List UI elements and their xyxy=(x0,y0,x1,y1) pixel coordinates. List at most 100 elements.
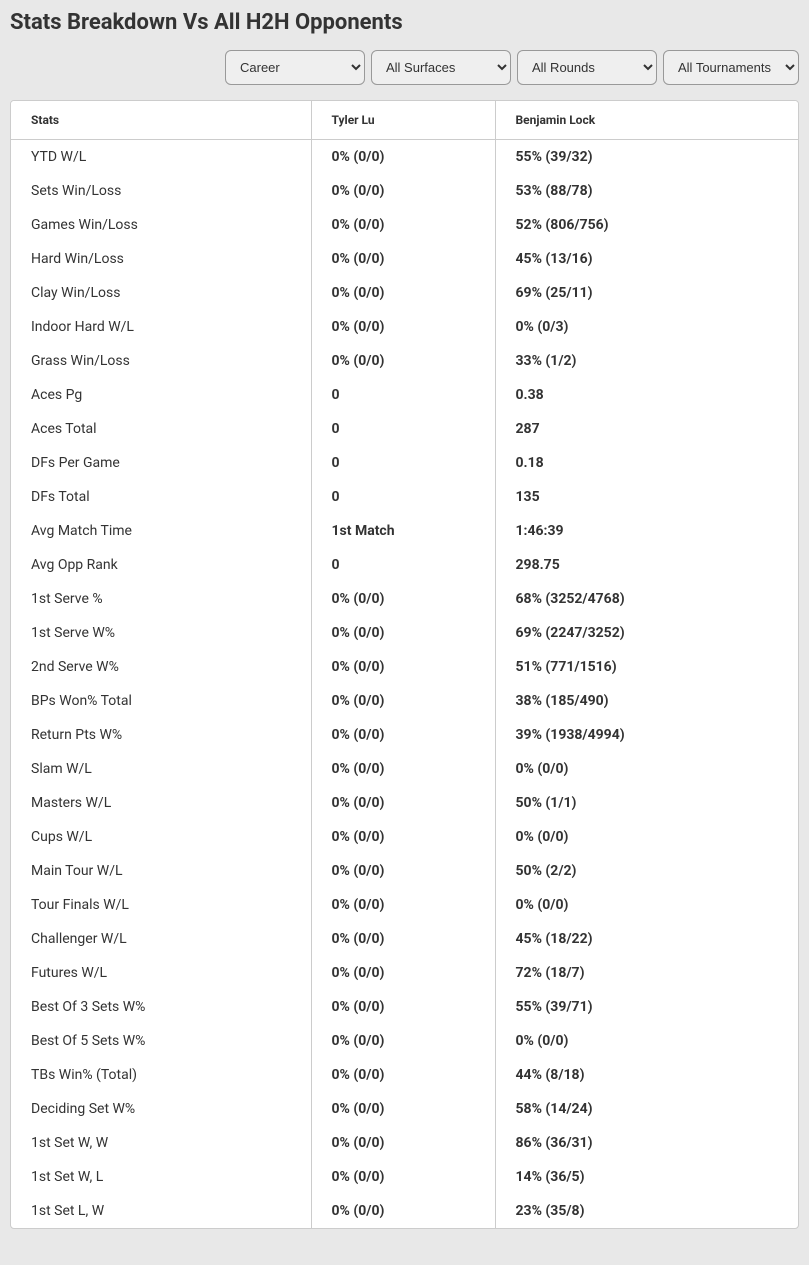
table-header-row: Stats Tyler Lu Benjamin Lock xyxy=(11,101,798,140)
player1-value: 0 xyxy=(311,446,495,480)
stat-label: Futures W/L xyxy=(11,956,311,990)
stat-label: Best Of 3 Sets W% xyxy=(11,990,311,1024)
table-row: Main Tour W/L0% (0/0)50% (2/2) xyxy=(11,854,798,888)
stat-label: 1st Serve W% xyxy=(11,616,311,650)
player1-value: 0% (0/0) xyxy=(311,616,495,650)
stats-table: Stats Tyler Lu Benjamin Lock YTD W/L0% (… xyxy=(11,101,798,1228)
table-row: DFs Total0135 xyxy=(11,480,798,514)
round-select[interactable]: All Rounds xyxy=(517,50,657,85)
stat-label: Aces Total xyxy=(11,412,311,446)
player1-value: 0% (0/0) xyxy=(311,310,495,344)
table-row: YTD W/L0% (0/0)55% (39/32) xyxy=(11,140,798,175)
stats-table-wrapper: Stats Tyler Lu Benjamin Lock YTD W/L0% (… xyxy=(10,100,799,1229)
table-row: Challenger W/L0% (0/0)45% (18/22) xyxy=(11,922,798,956)
stat-label: Avg Opp Rank xyxy=(11,548,311,582)
table-row: Deciding Set W%0% (0/0)58% (14/24) xyxy=(11,1092,798,1126)
player1-value: 1st Match xyxy=(311,514,495,548)
player1-value: 0% (0/0) xyxy=(311,582,495,616)
player1-value: 0% (0/0) xyxy=(311,650,495,684)
player2-value: 0% (0/0) xyxy=(495,752,798,786)
player2-value: 68% (3252/4768) xyxy=(495,582,798,616)
player2-value: 69% (2247/3252) xyxy=(495,616,798,650)
stat-label: Tour Finals W/L xyxy=(11,888,311,922)
player2-value: 14% (36/5) xyxy=(495,1160,798,1194)
player2-value: 135 xyxy=(495,480,798,514)
player1-value: 0% (0/0) xyxy=(311,820,495,854)
player1-value: 0% (0/0) xyxy=(311,208,495,242)
player2-value: 55% (39/71) xyxy=(495,990,798,1024)
player2-value: 53% (88/78) xyxy=(495,174,798,208)
stat-label: Deciding Set W% xyxy=(11,1092,311,1126)
player1-value: 0% (0/0) xyxy=(311,1160,495,1194)
player1-value: 0 xyxy=(311,480,495,514)
stat-label: Grass Win/Loss xyxy=(11,344,311,378)
table-row: 2nd Serve W%0% (0/0)51% (771/1516) xyxy=(11,650,798,684)
player2-value: 45% (13/16) xyxy=(495,242,798,276)
player2-value: 0% (0/0) xyxy=(495,820,798,854)
stat-label: BPs Won% Total xyxy=(11,684,311,718)
table-row: Tour Finals W/L0% (0/0)0% (0/0) xyxy=(11,888,798,922)
player2-value: 33% (1/2) xyxy=(495,344,798,378)
player1-value: 0% (0/0) xyxy=(311,1194,495,1228)
player2-value: 44% (8/18) xyxy=(495,1058,798,1092)
table-row: DFs Per Game00.18 xyxy=(11,446,798,480)
table-row: Sets Win/Loss0% (0/0)53% (88/78) xyxy=(11,174,798,208)
surface-select[interactable]: All Surfaces xyxy=(371,50,511,85)
player1-value: 0% (0/0) xyxy=(311,888,495,922)
table-row: 1st Serve W%0% (0/0)69% (2247/3252) xyxy=(11,616,798,650)
stat-label: Slam W/L xyxy=(11,752,311,786)
player1-value: 0% (0/0) xyxy=(311,1024,495,1058)
player1-value: 0 xyxy=(311,412,495,446)
stat-label: Hard Win/Loss xyxy=(11,242,311,276)
stat-label: Indoor Hard W/L xyxy=(11,310,311,344)
stat-label: DFs Per Game xyxy=(11,446,311,480)
column-header-stats: Stats xyxy=(11,101,311,140)
player1-value: 0% (0/0) xyxy=(311,242,495,276)
player2-value: 45% (18/22) xyxy=(495,922,798,956)
table-row: 1st Set L, W0% (0/0)23% (35/8) xyxy=(11,1194,798,1228)
player2-value: 0.18 xyxy=(495,446,798,480)
column-header-player2: Benjamin Lock xyxy=(495,101,798,140)
player2-value: 298.75 xyxy=(495,548,798,582)
period-select[interactable]: Career xyxy=(225,50,365,85)
player1-value: 0% (0/0) xyxy=(311,276,495,310)
player2-value: 0.38 xyxy=(495,378,798,412)
table-row: 1st Set W, W0% (0/0)86% (36/31) xyxy=(11,1126,798,1160)
player2-value: 23% (35/8) xyxy=(495,1194,798,1228)
table-row: Best Of 5 Sets W%0% (0/0)0% (0/0) xyxy=(11,1024,798,1058)
player2-value: 52% (806/756) xyxy=(495,208,798,242)
stat-label: 1st Set W, L xyxy=(11,1160,311,1194)
table-row: Avg Match Time1st Match1:46:39 xyxy=(11,514,798,548)
table-row: Slam W/L0% (0/0)0% (0/0) xyxy=(11,752,798,786)
player2-value: 38% (185/490) xyxy=(495,684,798,718)
table-row: Aces Total0287 xyxy=(11,412,798,446)
table-row: Best Of 3 Sets W%0% (0/0)55% (39/71) xyxy=(11,990,798,1024)
stat-label: Aces Pg xyxy=(11,378,311,412)
table-row: TBs Win% (Total)0% (0/0)44% (8/18) xyxy=(11,1058,798,1092)
stat-label: 1st Set W, W xyxy=(11,1126,311,1160)
stat-label: YTD W/L xyxy=(11,140,311,175)
page-title: Stats Breakdown Vs All H2H Opponents xyxy=(10,10,799,35)
player1-value: 0% (0/0) xyxy=(311,1092,495,1126)
player2-value: 86% (36/31) xyxy=(495,1126,798,1160)
table-row: Indoor Hard W/L0% (0/0)0% (0/3) xyxy=(11,310,798,344)
table-row: 1st Set W, L0% (0/0)14% (36/5) xyxy=(11,1160,798,1194)
table-row: Masters W/L0% (0/0)50% (1/1) xyxy=(11,786,798,820)
tournament-select[interactable]: All Tournaments xyxy=(663,50,799,85)
table-row: Clay Win/Loss0% (0/0)69% (25/11) xyxy=(11,276,798,310)
table-row: Futures W/L0% (0/0)72% (18/7) xyxy=(11,956,798,990)
table-row: Cups W/L0% (0/0)0% (0/0) xyxy=(11,820,798,854)
stat-label: Sets Win/Loss xyxy=(11,174,311,208)
stat-label: Avg Match Time xyxy=(11,514,311,548)
player1-value: 0% (0/0) xyxy=(311,922,495,956)
player2-value: 55% (39/32) xyxy=(495,140,798,175)
stat-label: Best Of 5 Sets W% xyxy=(11,1024,311,1058)
player2-value: 39% (1938/4994) xyxy=(495,718,798,752)
player2-value: 50% (2/2) xyxy=(495,854,798,888)
player1-value: 0% (0/0) xyxy=(311,956,495,990)
table-row: Hard Win/Loss0% (0/0)45% (13/16) xyxy=(11,242,798,276)
player2-value: 69% (25/11) xyxy=(495,276,798,310)
stat-label: Main Tour W/L xyxy=(11,854,311,888)
stat-label: Masters W/L xyxy=(11,786,311,820)
player1-value: 0 xyxy=(311,548,495,582)
